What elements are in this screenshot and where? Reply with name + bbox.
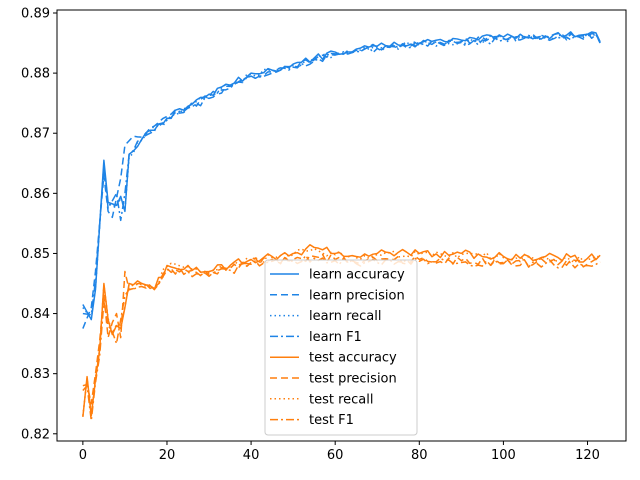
- series-line-1: [82, 32, 601, 329]
- legend-box: [264, 259, 418, 436]
- legend: learn accuracy learn precision learn recal…: [264, 259, 418, 436]
- legend-label: learn recall: [309, 309, 381, 324]
- x-tick-label: 40: [243, 448, 260, 463]
- plot-frame: [56, 9, 627, 442]
- x-tick-label: 120: [575, 448, 600, 463]
- y-tick-label: 0.87: [21, 127, 50, 142]
- legend-label: learn F1: [309, 330, 362, 345]
- x-tick-label: 20: [159, 448, 176, 463]
- y-axis: 0.82 0.83 0.84 0.85 0.86 0.87 0.88 0.89: [21, 7, 57, 442]
- y-tick-label: 0.82: [21, 427, 50, 442]
- legend-label: learn accuracy: [309, 268, 405, 283]
- legend-label: test recall: [309, 392, 374, 407]
- y-tick-label: 0.83: [21, 367, 50, 382]
- legend-label: learn precision: [309, 288, 405, 303]
- legend-label: test F1: [309, 413, 354, 428]
- series-line-6: [82, 247, 601, 416]
- x-tick-label: 80: [411, 448, 428, 463]
- series-line-7: [82, 254, 601, 422]
- y-tick-label: 0.89: [21, 7, 50, 22]
- x-tick-label: 100: [491, 448, 516, 463]
- legend-label: test accuracy: [309, 351, 397, 366]
- series-lines: [82, 31, 601, 422]
- y-tick-label: 0.84: [21, 307, 50, 322]
- y-tick-label: 0.88: [21, 67, 50, 82]
- legend-label: test precision: [309, 372, 397, 387]
- x-tick-label: 60: [327, 448, 344, 463]
- y-tick-label: 0.85: [21, 247, 50, 262]
- series-line-5: [82, 253, 601, 405]
- x-axis: 0 20 40 60 80 100 120: [79, 441, 600, 463]
- x-tick-label: 0: [79, 448, 87, 463]
- y-tick-label: 0.86: [21, 187, 50, 202]
